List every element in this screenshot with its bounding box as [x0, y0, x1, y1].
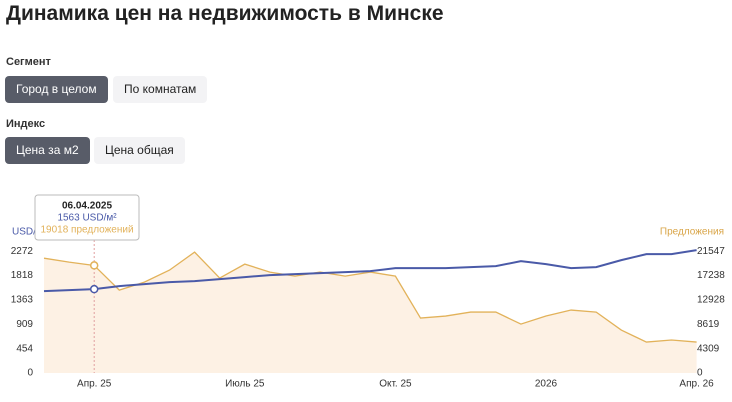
- area: [44, 252, 697, 373]
- y-tick-label: 1363: [11, 295, 34, 306]
- filter-button[interactable]: Цена за м2: [5, 137, 90, 164]
- y-axis-title: USD/м²: [12, 227, 47, 238]
- filter-label: Индекс: [6, 118, 46, 130]
- filter-button[interactable]: Цена общая: [94, 137, 185, 164]
- x-tick-label: 2026: [535, 379, 558, 390]
- tooltip-point: [89, 284, 99, 294]
- y2-tick-label: 4309: [697, 343, 720, 354]
- y2-tick-label: 17238: [697, 270, 725, 281]
- y-tick-label: 0: [27, 368, 33, 379]
- y-tick-label: 2272: [11, 246, 34, 257]
- x-tick-label: Апр. 25: [77, 379, 112, 390]
- y-tick-label: 909: [16, 319, 33, 330]
- tooltip-point: [89, 261, 99, 270]
- filter-button[interactable]: Город в целом: [5, 76, 108, 103]
- page-title: Динамика цен на недвижимость в Минске: [6, 2, 444, 25]
- y2-tick-label: 12928: [697, 295, 725, 306]
- y-tick-label: 454: [16, 343, 33, 354]
- tooltip-date: 06.04.2025: [62, 201, 112, 212]
- y2-tick-label: 8619: [697, 319, 720, 330]
- x-tick-label: Июль 25: [225, 379, 265, 390]
- x-tick-label: Апр. 26: [679, 379, 714, 390]
- x-tick-label: Окт. 25: [379, 379, 412, 390]
- tooltip-box: [34, 194, 140, 241]
- filter-button[interactable]: По комнатам: [113, 76, 208, 103]
- y2-tick-label: 21547: [697, 246, 725, 257]
- filter-label: Сегмент: [6, 56, 51, 68]
- tooltip-value: 1563 USD/м²: [57, 213, 117, 224]
- y-tick-label: 1818: [11, 270, 34, 281]
- y2-axis-title: Предложения: [660, 227, 724, 238]
- tooltip-offers: 19018 предложений: [40, 225, 133, 236]
- y2-tick-label: 0: [697, 368, 703, 379]
- line: [43, 249, 697, 293]
